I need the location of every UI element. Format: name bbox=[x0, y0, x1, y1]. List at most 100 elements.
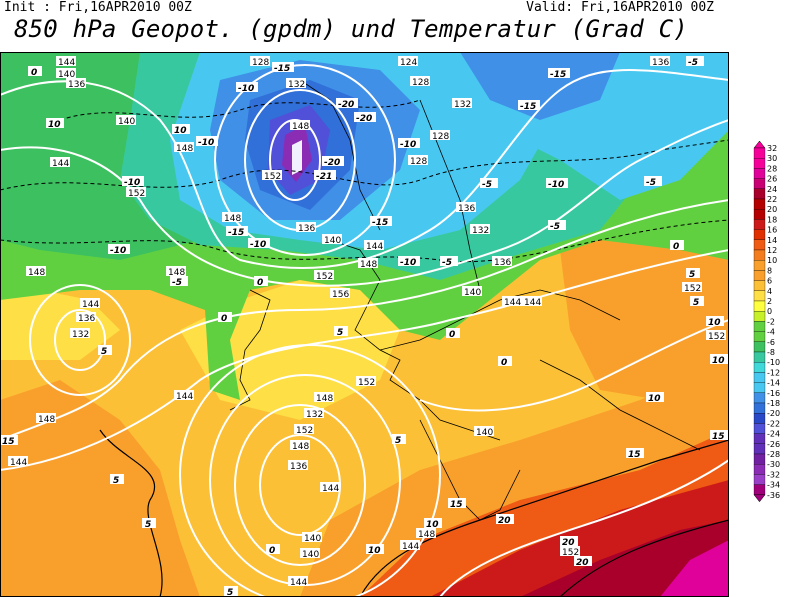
svg-text:5: 5 bbox=[227, 588, 233, 597]
scale-label: -4 bbox=[767, 328, 775, 337]
color-scale-legend: 32 30 28 26 24 22 20 18 16 14 12 10 8 6 4 2 0 -2 -4 -6 -8 -10… bbox=[752, 140, 790, 515]
svg-text:136: 136 bbox=[68, 80, 85, 90]
temp-label: -15 bbox=[548, 68, 570, 80]
svg-text:140: 140 bbox=[464, 288, 481, 298]
temp-label: -15 bbox=[518, 100, 540, 112]
gpdm-label: 132 bbox=[304, 408, 324, 420]
gpdm-label: 152 bbox=[126, 187, 146, 199]
temp-label: 5 bbox=[110, 474, 124, 486]
temp-label: 5 bbox=[686, 268, 700, 280]
scale-swatch bbox=[753, 484, 766, 495]
svg-text:136: 136 bbox=[494, 258, 511, 268]
temp-label: 20 bbox=[560, 536, 578, 548]
gpdm-label: 144 bbox=[522, 296, 542, 308]
gpdm-label: 132 bbox=[286, 78, 306, 90]
temp-label: -5 bbox=[170, 276, 188, 288]
scale-swatch bbox=[753, 331, 766, 342]
scale-swatch bbox=[753, 300, 766, 312]
svg-text:152: 152 bbox=[358, 378, 375, 388]
scale-swatch bbox=[753, 392, 766, 404]
svg-text:20: 20 bbox=[562, 538, 575, 548]
scale-label: -22 bbox=[767, 419, 780, 428]
scale-label: 10 bbox=[767, 256, 777, 265]
svg-text:152: 152 bbox=[316, 272, 333, 282]
svg-text:0: 0 bbox=[269, 546, 275, 556]
svg-text:5: 5 bbox=[113, 476, 119, 486]
gpdm-label: 148 bbox=[290, 120, 310, 132]
svg-text:132: 132 bbox=[288, 80, 305, 90]
temp-label: 15 bbox=[448, 498, 466, 510]
scale-label: -36 bbox=[767, 491, 780, 500]
temp-label: -20 bbox=[354, 112, 376, 124]
scale-swatch bbox=[753, 413, 766, 424]
temp-label: -15 bbox=[370, 216, 392, 228]
svg-text:5: 5 bbox=[395, 436, 401, 446]
svg-text:132: 132 bbox=[306, 410, 323, 420]
svg-text:5: 5 bbox=[101, 347, 107, 357]
svg-text:0: 0 bbox=[31, 68, 37, 78]
temp-label: 10 bbox=[710, 354, 728, 366]
svg-text:128: 128 bbox=[252, 58, 269, 68]
svg-text:10: 10 bbox=[712, 356, 725, 366]
svg-text:0: 0 bbox=[449, 330, 455, 340]
temp-label: 0 bbox=[266, 544, 280, 556]
svg-text:-15: -15 bbox=[520, 102, 536, 112]
gpdm-label: 128 bbox=[410, 76, 430, 88]
gpdm-label: 136 bbox=[296, 222, 316, 234]
gpdm-label: 128 bbox=[408, 155, 428, 167]
scale-swatch bbox=[753, 464, 766, 475]
scale-swatch bbox=[753, 249, 766, 261]
temp-label: 5 bbox=[224, 586, 238, 597]
temp-label: -10 bbox=[546, 178, 568, 190]
scale-swatch bbox=[753, 239, 766, 251]
temp-label: -10 bbox=[398, 256, 420, 268]
svg-text:136: 136 bbox=[652, 58, 669, 68]
scale-swatch bbox=[753, 321, 766, 332]
temp-label: 20 bbox=[574, 556, 592, 568]
weather-map: 144 140 136 128 132 148 124 128 132 140 … bbox=[0, 52, 729, 597]
scale-label: 32 bbox=[767, 144, 777, 153]
scale-label: -30 bbox=[767, 460, 780, 469]
svg-text:136: 136 bbox=[458, 204, 475, 214]
gpdm-label: 152 bbox=[314, 270, 334, 282]
scale-swatch bbox=[753, 402, 766, 414]
svg-text:-15: -15 bbox=[274, 64, 290, 74]
scale-swatch bbox=[753, 209, 766, 220]
temp-label: -15 bbox=[272, 62, 294, 74]
temp-label: 5 bbox=[334, 326, 348, 338]
temp-label: 0 bbox=[218, 312, 232, 324]
temp-label: -5 bbox=[440, 256, 458, 268]
svg-text:140: 140 bbox=[118, 117, 135, 127]
svg-text:148: 148 bbox=[316, 394, 333, 404]
scale-swatch bbox=[753, 158, 766, 169]
svg-text:-20: -20 bbox=[356, 114, 372, 124]
scale-swatch bbox=[753, 147, 766, 159]
scale-label: -18 bbox=[767, 399, 780, 408]
scale-swatch bbox=[753, 382, 766, 393]
gpdm-label: 144 bbox=[288, 576, 308, 588]
svg-text:144: 144 bbox=[82, 300, 99, 310]
temp-label: -21 bbox=[314, 170, 336, 182]
scale-swatch bbox=[753, 188, 766, 200]
temp-label: 0 bbox=[670, 240, 684, 252]
svg-text:20: 20 bbox=[576, 558, 589, 568]
gpdm-label: 152 bbox=[262, 170, 282, 182]
svg-text:0: 0 bbox=[673, 242, 679, 252]
svg-text:148: 148 bbox=[418, 530, 435, 540]
temp-label: -10 bbox=[122, 176, 144, 188]
svg-text:152: 152 bbox=[128, 189, 145, 199]
svg-text:152: 152 bbox=[562, 548, 579, 558]
gpdm-label: 144 bbox=[364, 240, 384, 252]
temp-label: -5 bbox=[480, 178, 498, 190]
gpdm-label: 140 bbox=[56, 68, 76, 80]
svg-text:144: 144 bbox=[322, 484, 339, 494]
svg-text:0: 0 bbox=[221, 314, 227, 324]
svg-text:-5: -5 bbox=[172, 278, 182, 288]
gpdm-label: 152 bbox=[560, 546, 580, 558]
scale-label: 24 bbox=[767, 185, 777, 194]
scale-label: 18 bbox=[767, 215, 777, 224]
svg-text:10: 10 bbox=[368, 546, 381, 556]
gpdm-label: 128 bbox=[250, 56, 270, 68]
svg-text:-10: -10 bbox=[238, 84, 254, 94]
temp-label: -20 bbox=[336, 98, 358, 110]
